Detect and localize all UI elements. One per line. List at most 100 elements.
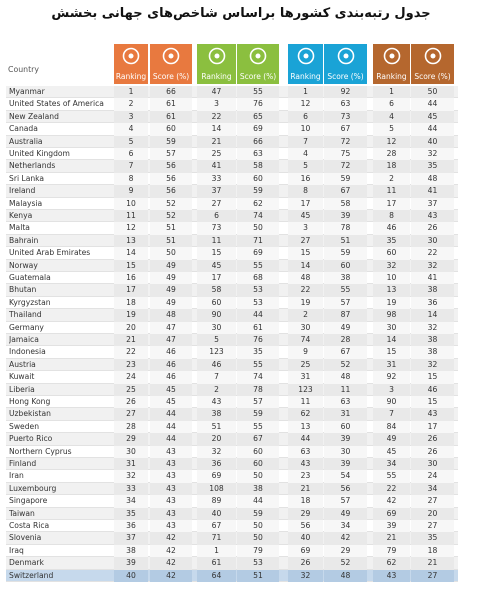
score: 63 [324, 396, 367, 409]
score: 52 [324, 557, 367, 570]
ranking: 12 [114, 222, 148, 235]
score: 61 [150, 98, 192, 111]
ranking: 16 [288, 172, 323, 186]
ranking: 27 [288, 234, 323, 248]
ranking: 15 [197, 247, 236, 260]
ranking: 14 [373, 334, 410, 347]
score: 53 [237, 296, 279, 310]
score: 28 [324, 334, 367, 347]
ranking: 40 [288, 532, 323, 545]
score: 44 [411, 123, 454, 136]
ranking-header: Ranking [197, 44, 236, 84]
ranking: 56 [288, 520, 323, 533]
ranking: 123 [197, 346, 236, 359]
country: Iran [9, 471, 24, 481]
score: 52 [150, 197, 192, 210]
ranking: 61 [197, 557, 236, 570]
ranking: 71 [197, 532, 236, 545]
ranking: 89 [197, 495, 236, 508]
ranking: 46 [373, 222, 410, 235]
ranking: 13 [373, 284, 410, 297]
country: Bahrain [9, 235, 39, 245]
country: Malta [9, 223, 30, 233]
score: 43 [411, 408, 454, 421]
score: 49 [150, 284, 192, 297]
score: 63 [324, 98, 367, 111]
ranking: 11 [114, 210, 148, 223]
score: 76 [237, 334, 279, 347]
score: 55 [237, 420, 279, 434]
score: 38 [237, 482, 279, 496]
ranking: 63 [288, 445, 323, 458]
icon [424, 47, 441, 65]
score: 29 [324, 544, 367, 558]
score: 48 [411, 172, 454, 186]
score: 27 [411, 495, 454, 508]
ranking: 9 [114, 185, 148, 198]
ranking: 27 [114, 408, 148, 421]
score: 43 [150, 445, 192, 458]
country: Malaysia [9, 198, 43, 208]
score: 57 [324, 296, 367, 310]
score: 27 [411, 520, 454, 533]
ranking: 32 [114, 470, 148, 483]
score: 53 [237, 284, 279, 297]
score: 59 [150, 135, 192, 148]
ranking: 3 [197, 98, 236, 111]
score: 43 [150, 458, 192, 471]
ranking: 64 [197, 569, 236, 582]
country: New Zealand [9, 111, 59, 121]
score: 31 [324, 408, 367, 421]
ranking: 15 [288, 247, 323, 260]
score: 60 [324, 259, 367, 272]
ranking: 7 [288, 135, 323, 148]
ranking: 21 [373, 532, 410, 545]
score-header: Score (%) [150, 44, 192, 84]
score: 67 [324, 346, 367, 359]
ranking: 38 [197, 408, 236, 421]
score: 41 [411, 185, 454, 198]
country: United Arab Emirates [9, 248, 91, 258]
ranking: 90 [373, 396, 410, 409]
ranking: 35 [114, 507, 148, 520]
ranking: 2 [114, 98, 148, 111]
score-header: Score (%) [324, 44, 367, 84]
ranking: 90 [197, 309, 236, 322]
score: 51 [324, 234, 367, 248]
score: 45 [150, 396, 192, 409]
score: 27 [411, 569, 454, 582]
score: 60 [324, 420, 367, 434]
ranking: 1 [114, 86, 148, 99]
country: Thailand [9, 310, 42, 320]
country: Taiwan [9, 508, 35, 518]
ranking: 3 [288, 222, 323, 235]
score: 35 [411, 532, 454, 545]
country: Slovenia [9, 533, 42, 543]
score: 38 [411, 334, 454, 347]
ranking: 19 [114, 309, 148, 322]
score: 57 [324, 495, 367, 508]
ranking: 35 [373, 234, 410, 248]
ranking: 23 [114, 358, 148, 372]
icon [297, 47, 314, 65]
ranking: 26 [114, 396, 148, 409]
score: 50 [237, 470, 279, 483]
score: 43 [411, 210, 454, 223]
score: 42 [150, 569, 192, 582]
ranking: 24 [114, 371, 148, 384]
ranking: 39 [373, 520, 410, 533]
ranking: 34 [373, 458, 410, 471]
ranking: 12 [288, 98, 323, 111]
ranking: 30 [288, 321, 323, 334]
ranking: 19 [373, 296, 410, 310]
score: 26 [411, 433, 454, 446]
score: 14 [411, 309, 454, 322]
score: 44 [150, 420, 192, 434]
score: 57 [150, 148, 192, 161]
score: 38 [324, 272, 367, 285]
ranking: 5 [197, 334, 236, 347]
score: 78 [237, 383, 279, 396]
score: 50 [237, 532, 279, 545]
country: Costa Rica [9, 521, 50, 530]
ranking: 11 [197, 234, 236, 248]
